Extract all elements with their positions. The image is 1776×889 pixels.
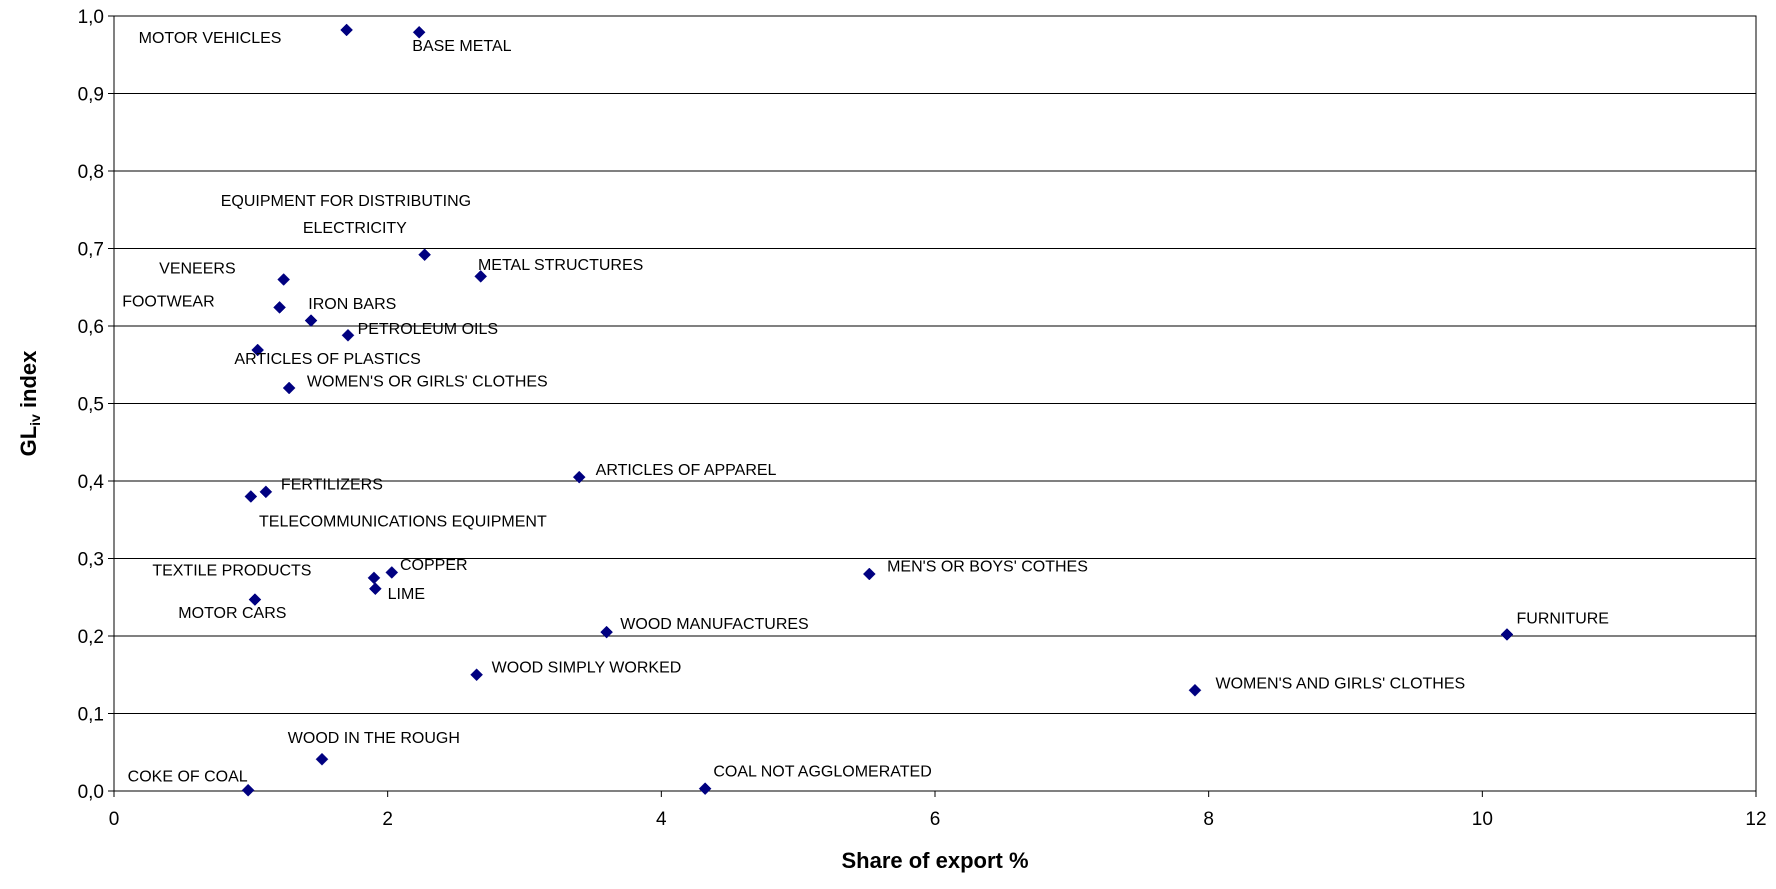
data-point-marker bbox=[1188, 683, 1202, 697]
data-point-marker bbox=[412, 25, 426, 39]
y-tick-label: 0,0 bbox=[78, 782, 104, 803]
x-tick-label: 10 bbox=[1472, 809, 1493, 830]
data-point-marker bbox=[698, 782, 712, 796]
y-tick-label: 0,3 bbox=[78, 550, 104, 571]
point-label: VENEERS bbox=[159, 260, 235, 277]
point-label: ARTICLES OF PLASTICS bbox=[234, 351, 420, 368]
y-axis-title-subscript: iv bbox=[27, 414, 43, 426]
y-axis-title: GLiv index bbox=[16, 350, 43, 457]
point-labels: MOTOR VEHICLES BASE METAL EQUIPMENT FOR DI… bbox=[122, 30, 1609, 786]
x-tick-label: 0 bbox=[109, 809, 120, 830]
y-tick-label: 0,4 bbox=[78, 472, 105, 493]
x-tick-label: 12 bbox=[1745, 809, 1766, 830]
point-label: WOOD SIMPLY WORKED bbox=[492, 659, 682, 676]
y-tick-labels: 0,0 0,1 0,2 0,3 0,4 0,5 0,6 0,7 0,8 0,9 1,0 bbox=[78, 7, 105, 803]
point-label: BASE METAL bbox=[412, 38, 511, 55]
data-point-marker bbox=[251, 343, 265, 357]
x-tick-label: 8 bbox=[1203, 809, 1214, 830]
point-label: MEN'S OR BOYS' COTHES bbox=[887, 559, 1088, 576]
data-point-marker bbox=[304, 314, 318, 327]
x-tick-label: 2 bbox=[382, 809, 393, 830]
data-point-marker bbox=[572, 470, 586, 484]
point-label: TELECOMMUNICATIONS EQUIPMENT bbox=[259, 514, 547, 531]
y-tick-label: 0,8 bbox=[78, 162, 104, 183]
x-tick-label: 6 bbox=[930, 809, 941, 830]
data-point-marker bbox=[340, 23, 353, 37]
data-point-marker bbox=[244, 490, 258, 503]
y-tick-label: 1,0 bbox=[78, 7, 104, 28]
point-label: COPPER bbox=[400, 557, 468, 574]
data-point-marker bbox=[273, 301, 286, 314]
point-label: IRON BARS bbox=[308, 296, 396, 313]
data-point-marker bbox=[1500, 628, 1514, 641]
y-tick-label: 0,6 bbox=[78, 317, 104, 338]
data-point-marker bbox=[470, 668, 483, 682]
point-label: ELECTRICITY bbox=[303, 220, 407, 237]
point-label: MOTOR CARS bbox=[178, 605, 286, 622]
y-axis-title-tail: index bbox=[16, 350, 41, 414]
point-label: TEXTILE PRODUCTS bbox=[152, 563, 311, 580]
data-points bbox=[241, 23, 1514, 797]
data-point-marker bbox=[341, 328, 355, 342]
data-point-marker bbox=[259, 485, 273, 499]
data-point-marker bbox=[385, 566, 399, 579]
y-tick-label: 0,7 bbox=[78, 240, 104, 261]
point-label: WOOD MANUFACTURES bbox=[620, 616, 808, 633]
point-label: COKE OF COAL bbox=[128, 769, 248, 786]
data-point-marker bbox=[277, 273, 291, 286]
point-label: METAL STRUCTURES bbox=[478, 257, 643, 274]
y-axis-title-main: GL bbox=[16, 426, 41, 457]
point-label: EQUIPMENT FOR DISTRIBUTING bbox=[221, 193, 471, 210]
point-label: FOOTWEAR bbox=[122, 294, 214, 311]
point-label: WOOD IN THE ROUGH bbox=[288, 730, 460, 747]
point-label: ARTICLES OF APPAREL bbox=[596, 462, 777, 479]
point-label: WOMEN'S AND GIRLS' CLOTHES bbox=[1216, 676, 1466, 693]
data-point-marker bbox=[474, 270, 488, 283]
point-label: COAL NOT AGGLOMERATED bbox=[713, 763, 931, 780]
y-tick-label: 0,1 bbox=[78, 705, 104, 726]
x-tick-label: 4 bbox=[656, 809, 667, 830]
data-point-marker bbox=[418, 248, 431, 262]
point-label: FURNITURE bbox=[1517, 611, 1609, 628]
point-label: WOMEN'S OR GIRLS' CLOTHES bbox=[307, 373, 548, 390]
point-label: PETROLEUM OILS bbox=[358, 321, 498, 338]
data-point-marker bbox=[368, 582, 382, 596]
data-point-marker bbox=[315, 752, 329, 766]
data-point-marker bbox=[241, 783, 255, 797]
axes bbox=[113, 15, 1757, 792]
point-label: FERTILIZERS bbox=[281, 477, 383, 494]
point-label: LIME bbox=[388, 586, 425, 603]
data-point-marker bbox=[248, 593, 262, 606]
y-tick-label: 0,2 bbox=[78, 627, 104, 648]
data-point-marker bbox=[862, 567, 876, 581]
point-label: MOTOR VEHICLES bbox=[139, 30, 282, 47]
plot-border bbox=[113, 15, 1757, 792]
data-point-marker bbox=[282, 381, 296, 395]
y-tick-label: 0,5 bbox=[78, 395, 104, 416]
y-tick-label: 0,9 bbox=[78, 85, 104, 106]
x-axis-title: Share of export % bbox=[841, 848, 1028, 873]
x-tick-labels: 0 2 4 6 8 10 12 bbox=[109, 809, 1767, 830]
data-point-marker bbox=[600, 625, 613, 639]
